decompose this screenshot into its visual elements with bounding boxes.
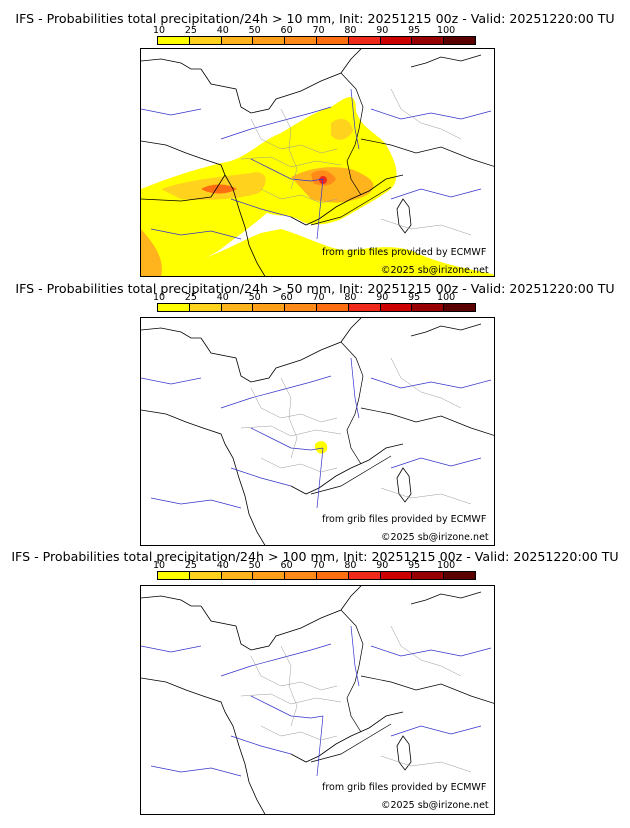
credit-source: from grib files provided by ECMWF (322, 247, 487, 258)
panel-50mm: IFS - Probabilities total precipitation/… (0, 270, 630, 548)
panel-100mm: IFS - Probabilities total precipitation/… (0, 538, 630, 828)
credit-copyright: ©2025 sb@irizone.net (381, 532, 489, 543)
rivers (141, 88, 492, 240)
colorbar-segment (348, 572, 381, 579)
colorbar-segment (285, 572, 317, 579)
colorbar-segment (221, 304, 254, 311)
country-borders (310, 609, 494, 763)
colorbar-segment (316, 572, 349, 579)
colorbar-segment (412, 304, 445, 311)
colorbar-segment (348, 37, 381, 44)
probability-map: from grib files provided by ECMWF ©2025 … (140, 585, 495, 815)
colorbar-tick-label: 50 (248, 292, 261, 303)
colorbar-tick-label: 95 (408, 560, 421, 571)
colorbar-tick-label: 80 (344, 25, 357, 36)
colorbar-segment (253, 37, 286, 44)
colorbar-segment (380, 37, 413, 44)
credit-source: from grib files provided by ECMWF (322, 782, 487, 793)
colorbar-segment (444, 304, 475, 311)
country-borders (310, 72, 494, 226)
colorbar-segment (221, 572, 254, 579)
country-borders (310, 341, 494, 495)
panel-title: IFS - Probabilities total precipitation/… (15, 281, 615, 296)
colorbar-segment (285, 304, 317, 311)
colorbar-tick-label: 60 (280, 25, 293, 36)
colorbar (157, 303, 476, 312)
colorbar-tick-label: 100 (437, 292, 456, 303)
colorbar-tick-label: 70 (312, 25, 325, 36)
map-canvas (141, 318, 494, 545)
map-canvas (141, 586, 494, 814)
colorbar-segment (253, 572, 286, 579)
colorbar-tick-label: 90 (376, 560, 389, 571)
colorbar-segment (158, 37, 190, 44)
colorbar-tick-label: 40 (216, 560, 229, 571)
coastlines (141, 586, 482, 814)
colorbar (157, 571, 476, 580)
colorbar-segment (412, 572, 445, 579)
colorbar-segment (189, 304, 222, 311)
panel-10mm: IFS - Probabilities total precipitation/… (0, 0, 630, 278)
credit-source: from grib files provided by ECMWF (322, 514, 487, 525)
colorbar-tick-label: 10 (152, 560, 166, 571)
precip-shading (141, 97, 494, 276)
colorbar-tick-label: 50 (248, 560, 261, 571)
colorbar-tick-label: 90 (376, 292, 389, 303)
colorbar-tick-label: 95 (408, 292, 421, 303)
colorbar-tick-label: 25 (184, 560, 197, 571)
colorbar-tick-label: 10 (152, 292, 166, 303)
colorbar-tick-label: 70 (312, 292, 325, 303)
map-canvas (141, 49, 494, 276)
precip-shading (315, 441, 328, 454)
colorbar-tick-label: 95 (408, 25, 421, 36)
admin-borders (240, 625, 472, 773)
coastlines (141, 49, 482, 276)
panel-title: IFS - Probabilities total precipitation/… (15, 11, 615, 26)
colorbar-ticks: 10 25 40 50 60 70 80 90 95 100 (153, 560, 476, 571)
rivers (141, 357, 492, 509)
colorbar-segment (158, 572, 190, 579)
colorbar-tick-label: 50 (248, 25, 261, 36)
colorbar-segment (285, 37, 317, 44)
colorbar-tick-label: 80 (344, 292, 357, 303)
colorbar-tick-label: 70 (312, 560, 325, 571)
credit-copyright: ©2025 sb@irizone.net (381, 265, 489, 276)
colorbar-segment (380, 304, 413, 311)
probability-map: from grib files provided by ECMWF ©2025 … (140, 317, 495, 546)
colorbar-segment (412, 37, 445, 44)
colorbar-ticks: 10 25 40 50 60 70 80 90 95 100 (153, 292, 476, 303)
colorbar-segment (189, 572, 222, 579)
admin-borders (240, 357, 472, 505)
probability-map: from grib files provided by ECMWF ©2025 … (140, 48, 495, 277)
coastlines (141, 318, 482, 545)
colorbar-tick-label: 25 (184, 292, 197, 303)
colorbar-segment (189, 37, 222, 44)
colorbar-segment (158, 304, 190, 311)
colorbar (157, 36, 476, 45)
colorbar-tick-label: 80 (344, 560, 357, 571)
colorbar-tick-label: 10 (152, 25, 166, 36)
colorbar-segment (316, 37, 349, 44)
colorbar-tick-label: 90 (376, 25, 389, 36)
colorbar-segment (348, 304, 381, 311)
colorbar-segment (253, 304, 286, 311)
admin-borders (240, 88, 472, 236)
colorbar-tick-label: 40 (216, 25, 229, 36)
colorbar-segment (444, 572, 475, 579)
colorbar-tick-label: 60 (280, 560, 293, 571)
colorbar-ticks: 10 25 40 50 60 70 80 90 95 100 (153, 25, 476, 36)
credit-copyright: ©2025 sb@irizone.net (381, 800, 489, 811)
colorbar-tick-label: 100 (437, 560, 456, 571)
colorbar-segment (380, 572, 413, 579)
colorbar-tick-label: 60 (280, 292, 293, 303)
colorbar-tick-label: 25 (184, 25, 197, 36)
colorbar-tick-label: 100 (437, 25, 456, 36)
colorbar-segment (444, 37, 475, 44)
panel-title: IFS - Probabilities total precipitation/… (11, 549, 619, 564)
colorbar-segment (316, 304, 349, 311)
rivers (141, 625, 492, 777)
colorbar-segment (221, 37, 254, 44)
colorbar-tick-label: 40 (216, 292, 229, 303)
